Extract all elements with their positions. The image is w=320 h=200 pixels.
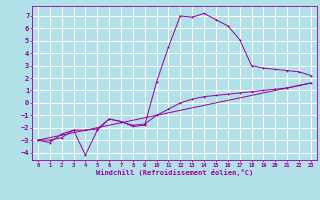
X-axis label: Windchill (Refroidissement éolien,°C): Windchill (Refroidissement éolien,°C) (96, 169, 253, 176)
